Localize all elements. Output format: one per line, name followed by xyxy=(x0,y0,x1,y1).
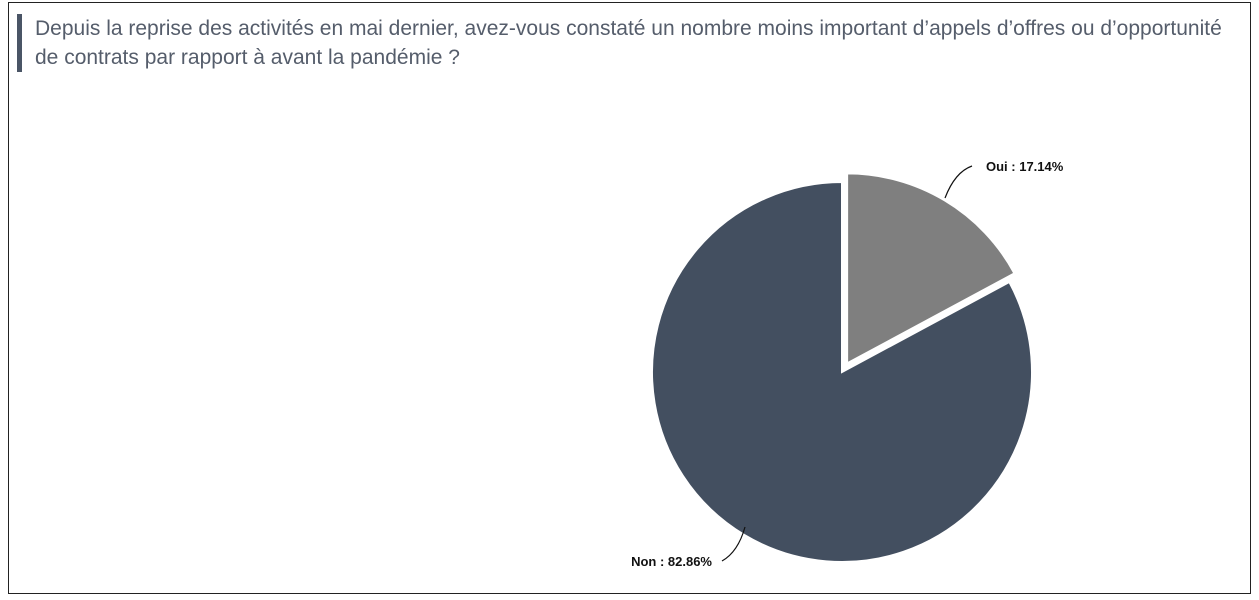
chart-title: Depuis la reprise des activités en mai d… xyxy=(35,17,1222,69)
pie-slice-non xyxy=(651,180,1033,563)
slice-label-non: Non : 82.86% xyxy=(631,554,712,569)
pie-labels: Oui : 17.14% Non : 82.86% xyxy=(631,159,1064,569)
chart-frame xyxy=(8,2,1251,594)
leader-line-non xyxy=(721,526,746,562)
leader-line-oui xyxy=(944,165,973,199)
pie-slices xyxy=(651,172,1033,563)
slice-label-oui: Oui : 17.14% xyxy=(986,159,1064,174)
pie-slice-oui xyxy=(846,172,1016,366)
title-accent-bar xyxy=(17,14,22,72)
